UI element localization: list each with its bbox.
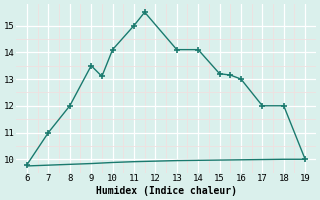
X-axis label: Humidex (Indice chaleur): Humidex (Indice chaleur): [96, 186, 236, 196]
